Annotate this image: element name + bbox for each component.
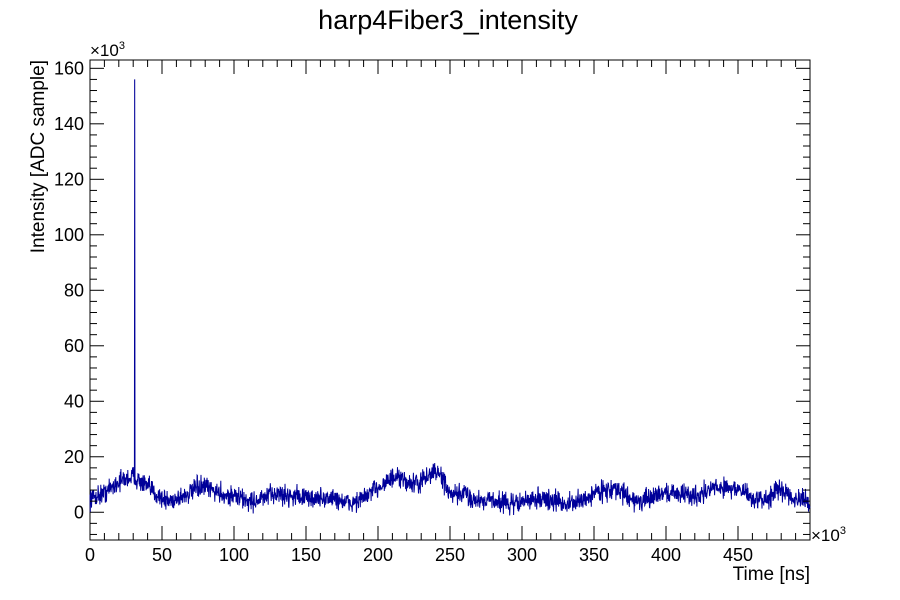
y-multiplier-base: ×10 xyxy=(90,41,119,60)
x-tick-label: 250 xyxy=(435,545,465,565)
x-tick-label: 400 xyxy=(651,545,681,565)
x-tick-label: 50 xyxy=(152,545,172,565)
y-tick-label: 80 xyxy=(64,280,84,300)
x-multiplier: ×103 xyxy=(811,525,846,545)
x-tick-label: 350 xyxy=(579,545,609,565)
x-tick-label: 150 xyxy=(291,545,321,565)
y-multiplier: ×103 xyxy=(90,40,125,60)
y-tick-label: 120 xyxy=(54,169,84,189)
x-axis-label: Time [ns] xyxy=(733,564,810,585)
y-tick-label: 0 xyxy=(74,502,84,522)
x-axis-ticks: 0 50 100 150 200 250 300 350 400 450 xyxy=(85,60,811,565)
y-tick-label: 20 xyxy=(64,447,84,467)
x-tick-label: 450 xyxy=(723,545,753,565)
plot-frame xyxy=(89,59,811,541)
x-tick-label: 300 xyxy=(507,545,537,565)
x-tick-label: 100 xyxy=(219,545,249,565)
y-axis-label: Intensity [ADC sample] xyxy=(28,60,49,253)
y-tick-label: 40 xyxy=(64,391,84,411)
y-tick-label: 60 xyxy=(64,336,84,356)
y-multiplier-exp: 3 xyxy=(119,40,125,52)
x-multiplier-base: ×10 xyxy=(811,526,840,545)
x-tick-label: 200 xyxy=(363,545,393,565)
y-tick-label: 100 xyxy=(54,225,84,245)
series-line xyxy=(89,79,811,516)
y-tick-label: 160 xyxy=(54,58,84,78)
x-multiplier-exp: 3 xyxy=(840,525,846,537)
y-tick-label: 140 xyxy=(54,114,84,134)
x-tick-label: 0 xyxy=(85,545,95,565)
chart-title: harp4Fiber3_intensity xyxy=(318,5,578,35)
y-axis-ticks: 0 20 40 60 80 100 120 140 160 xyxy=(54,58,810,535)
